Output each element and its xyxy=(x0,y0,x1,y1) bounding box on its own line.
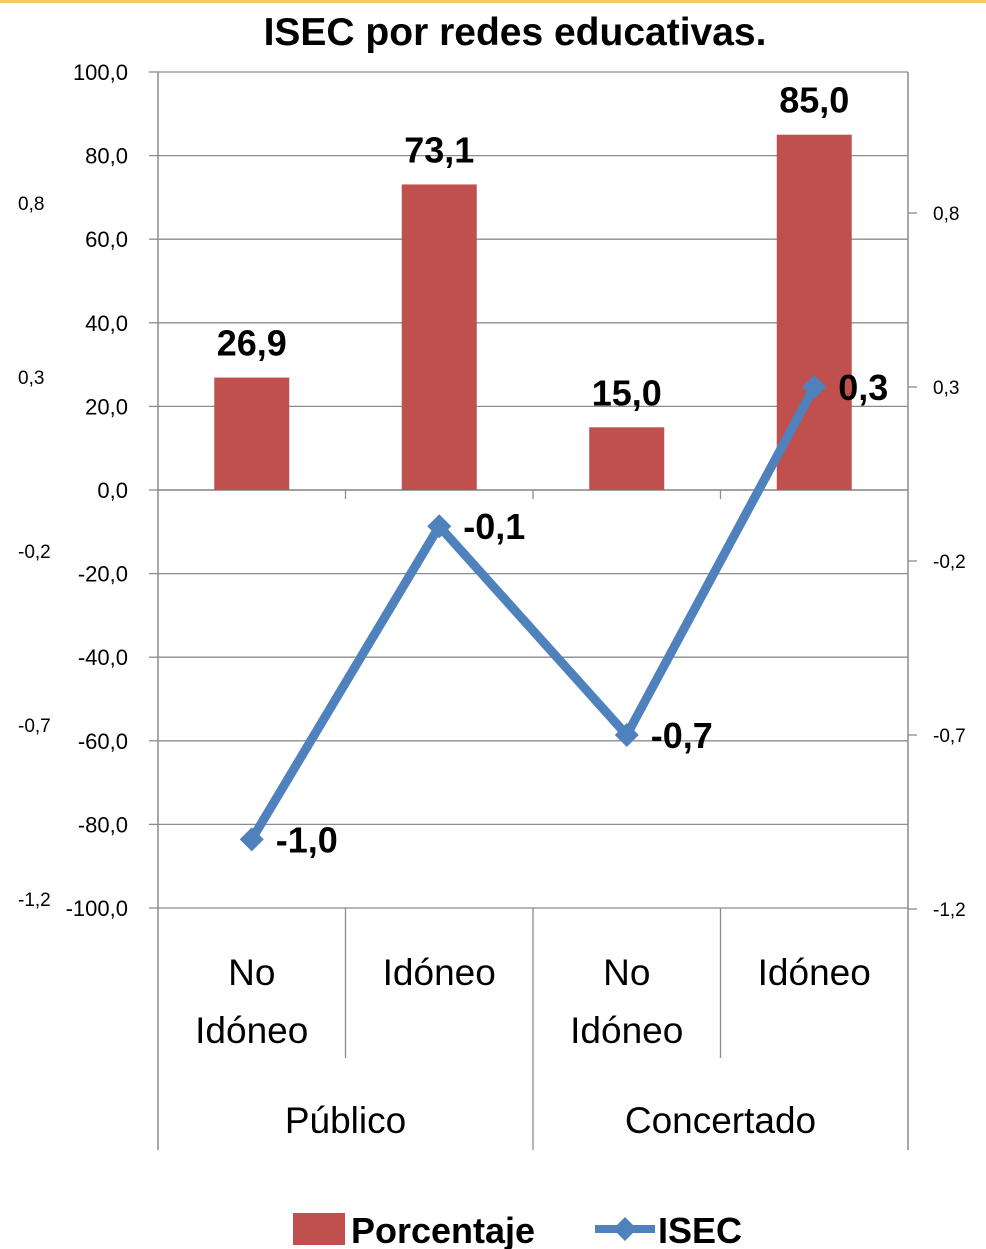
left-tick-label: 20,0 xyxy=(85,394,128,419)
category-label: Idóneo xyxy=(383,952,496,993)
line-data-label: -0,1 xyxy=(463,506,525,547)
line-series xyxy=(239,375,827,852)
bar-series xyxy=(214,134,852,490)
category-label: No Idóneo xyxy=(570,952,683,1051)
line-marker xyxy=(427,514,452,539)
left-secondary-tick-label: 0,3 xyxy=(18,368,44,389)
right-axis-ticks: 0,8 0,3 -0,2 -0,7 -1,2 xyxy=(933,204,966,921)
group-label: Público xyxy=(285,1100,406,1141)
line-data-label: -1,0 xyxy=(276,819,338,860)
line-data-label: -0,7 xyxy=(651,715,713,756)
right-tick-label: -0,7 xyxy=(933,726,966,747)
bar-data-label: 85,0 xyxy=(779,80,849,121)
line-marker xyxy=(614,723,639,747)
left-tick-label: -20,0 xyxy=(78,562,128,587)
right-tick-label: -0,2 xyxy=(933,552,966,573)
group-label: Concertado xyxy=(625,1100,816,1141)
left-tick-label: 80,0 xyxy=(85,144,128,169)
bar-data-label: 15,0 xyxy=(592,372,662,413)
bar xyxy=(214,377,290,490)
legend-label-isec: ISEC xyxy=(658,1210,742,1249)
left-tick-label: -80,0 xyxy=(78,812,128,837)
left-tick-label: 100,0 xyxy=(73,60,128,85)
bar xyxy=(589,427,665,490)
category-axis: No Idóneo Idóneo No Idóneo Idóneo Público Conce… xyxy=(195,952,871,1141)
top-border xyxy=(0,0,986,3)
left-tick-label: -40,0 xyxy=(78,645,128,670)
right-tick-label: -1,2 xyxy=(933,900,966,921)
data-labels: 26,9 73,1 15,0 85,0 -1,0 -0,1 -0,7 0,3 xyxy=(217,80,889,861)
line-marker xyxy=(239,827,264,852)
left-secondary-tick-label: -1,2 xyxy=(18,890,51,911)
left-secondary-tick-label: 0,8 xyxy=(18,194,44,215)
left-secondary-tick-label: -0,7 xyxy=(18,716,51,737)
left-tick-label: 60,0 xyxy=(85,227,128,252)
right-tick-label: 0,8 xyxy=(933,204,959,225)
bar xyxy=(401,184,477,490)
category-label: No Idóneo xyxy=(195,952,308,1051)
legend: Porcentaje ISEC xyxy=(293,1210,742,1249)
line-marker xyxy=(802,375,827,399)
left-tick-label: -60,0 xyxy=(78,729,128,754)
line-data-label: 0,3 xyxy=(838,367,888,408)
left-secondary-tick-label: -0,2 xyxy=(18,542,51,563)
left-tick-label: 0,0 xyxy=(97,478,128,503)
legend-swatch-porcentaje xyxy=(293,1213,345,1245)
isec-line xyxy=(247,384,819,842)
legend-swatch-isec-marker xyxy=(613,1217,637,1241)
left-secondary-ticks: 0,8 0,3 -0,2 -0,7 -1,2 xyxy=(18,194,51,911)
left-tick-label: -100,0 xyxy=(66,896,128,921)
left-tick-label: 40,0 xyxy=(85,311,128,336)
bar-data-label: 73,1 xyxy=(404,129,474,170)
bar-data-label: 26,9 xyxy=(217,323,287,364)
category-label: Idóneo xyxy=(758,952,871,993)
left-axis-ticks: 100,0 80,0 60,0 40,0 20,0 0,0 -20,0 -40,0 -60,0 -… xyxy=(66,60,128,921)
legend-label-porcentaje: Porcentaje xyxy=(351,1210,535,1249)
right-tick-label: 0,3 xyxy=(933,378,959,399)
chart-title: ISEC por redes educativas. xyxy=(264,11,767,54)
